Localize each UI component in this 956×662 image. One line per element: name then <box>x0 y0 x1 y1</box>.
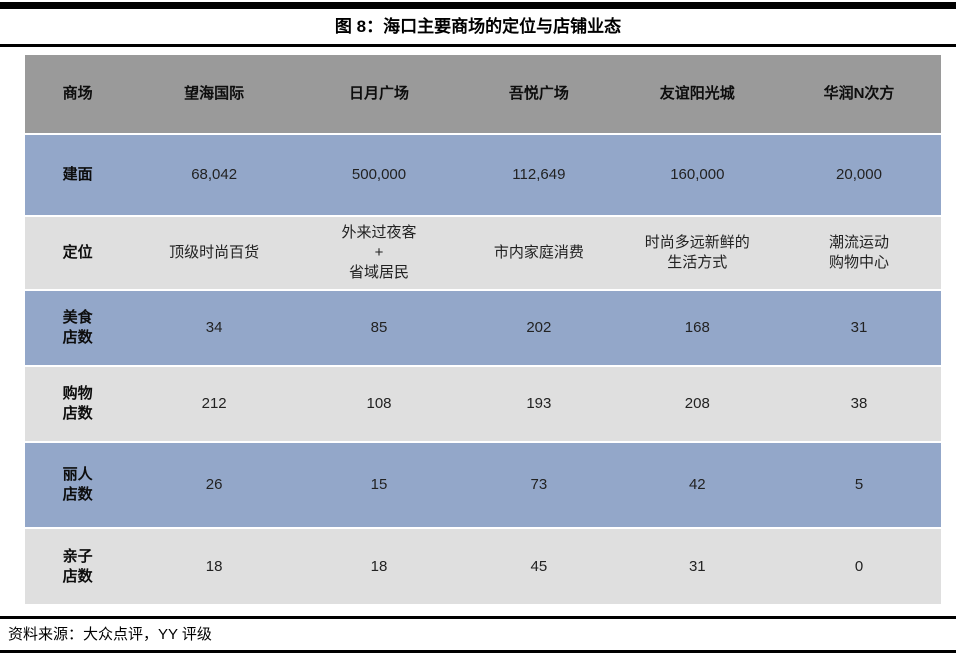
table-row-food-stores: 美食 店数 34 85 202 168 31 <box>25 291 941 365</box>
table-cell: 20,000 <box>836 166 882 183</box>
table-cell: 500,000 <box>351 166 407 183</box>
table-cell: 202 <box>526 319 552 336</box>
table-cell: 42 <box>688 476 706 493</box>
table-cell: 外来过夜客 + 省域居民 <box>341 224 417 281</box>
table-row-beauty-stores: 丽人 店数 26 15 73 42 5 <box>25 443 941 527</box>
table-cell: 193 <box>526 395 552 412</box>
table-cell: 168 <box>684 319 710 336</box>
table-cell: 85 <box>370 319 388 336</box>
table-cell: 212 <box>201 395 227 412</box>
table-cell: 市内家庭消费 <box>493 244 584 261</box>
title-bottom-rule <box>0 44 956 47</box>
column-header-wuyue: 吾悦广场 <box>508 85 569 102</box>
bottom-rule <box>0 650 956 653</box>
row-label: 丽人 店数 <box>62 466 93 503</box>
table-cell: 38 <box>850 395 868 412</box>
row-label: 建面 <box>62 166 93 183</box>
table-cell: 潮流运动 购物中心 <box>828 234 889 271</box>
top-rule <box>0 2 956 9</box>
column-header-riyue: 日月广场 <box>349 85 410 102</box>
figure-title: 图 8：海口主要商场的定位与店铺业态 <box>334 17 622 36</box>
source-note: 资料来源：大众点评，YY 评级 <box>8 626 212 643</box>
row-label: 美食 店数 <box>62 309 93 346</box>
table-row-positioning: 定位 顶级时尚百货 外来过夜客 + 省域居民 市内家庭消费 时尚多远新鲜的 生活… <box>25 217 941 289</box>
table-cell: 34 <box>205 319 223 336</box>
table-cell: 0 <box>854 557 864 575</box>
table-cell: 112,649 <box>512 166 566 183</box>
column-header-mall: 商场 <box>62 85 93 102</box>
table-cell: 31 <box>688 557 706 575</box>
table-cell: 时尚多远新鲜的 生活方式 <box>644 234 750 271</box>
table-cell: 208 <box>684 395 710 412</box>
table-row-kids-stores: 亲子 店数 18 18 45 31 0 <box>25 529 941 604</box>
row-label: 定位 <box>62 244 93 261</box>
mall-comparison-table: 商场 望海国际 日月广场 吾悦广场 友谊阳光城 华润N次方 建面 68,042 … <box>25 53 941 606</box>
footer-top-rule <box>0 616 956 619</box>
column-header-youyi: 友谊阳光城 <box>659 85 735 102</box>
table-cell: 73 <box>530 476 548 493</box>
table-cell: 31 <box>850 319 868 336</box>
row-label: 亲子 店数 <box>62 547 93 585</box>
table-header-row: 商场 望海国际 日月广场 吾悦广场 友谊阳光城 华润N次方 <box>25 55 941 133</box>
table-cell: 18 <box>205 557 223 575</box>
table-cell: 15 <box>370 476 388 493</box>
table-cell: 顶级时尚百货 <box>169 244 260 261</box>
table-row-building-area: 建面 68,042 500,000 112,649 160,000 20,000 <box>25 135 941 215</box>
column-header-huarun: 华润N次方 <box>823 85 895 102</box>
table-cell: 68,042 <box>191 166 238 183</box>
table-cell: 5 <box>854 476 864 493</box>
table-row-shopping-stores: 购物 店数 212 108 193 208 38 <box>25 367 941 441</box>
table-cell: 26 <box>205 476 223 493</box>
row-label: 购物 店数 <box>62 385 93 422</box>
table-cell: 45 <box>530 557 548 575</box>
table-cell: 108 <box>366 395 392 412</box>
table-cell: 160,000 <box>670 166 725 183</box>
column-header-wanghai: 望海国际 <box>184 85 245 102</box>
table-cell: 18 <box>370 557 388 575</box>
